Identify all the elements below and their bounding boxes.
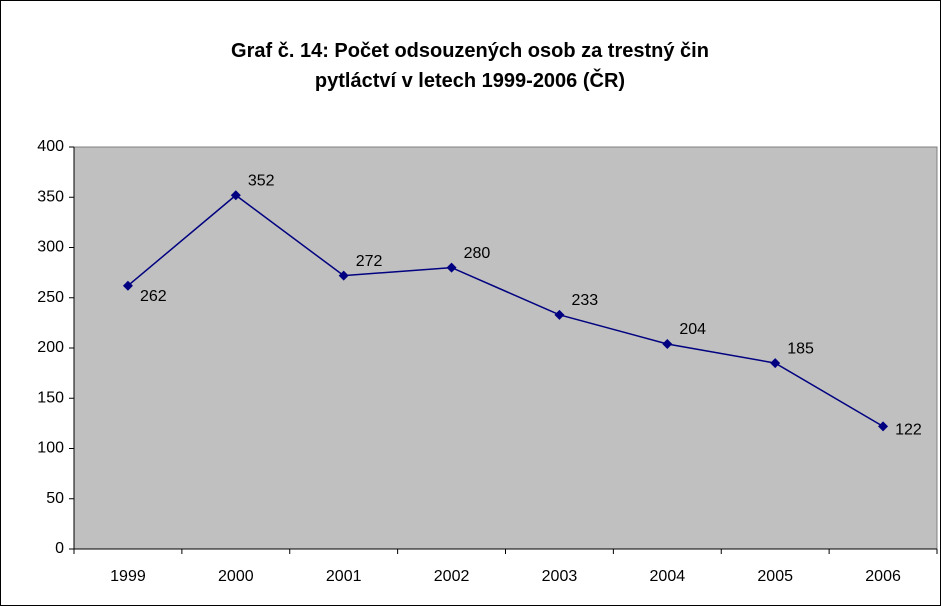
y-tick-label: 250 — [37, 289, 64, 306]
data-label: 122 — [895, 422, 922, 439]
data-point — [770, 358, 781, 369]
y-tick-label: 100 — [37, 440, 64, 457]
y-tick-label: 400 — [37, 138, 64, 155]
x-tick-label: 2003 — [542, 568, 578, 585]
y-tick-label: 0 — [55, 540, 64, 557]
data-line — [127, 194, 884, 428]
data-label: 272 — [356, 253, 383, 270]
plot-area — [73, 146, 938, 550]
y-tick-label: 50 — [46, 490, 64, 507]
x-tick-label: 2000 — [218, 568, 254, 585]
data-point — [878, 421, 889, 432]
data-label: 352 — [248, 172, 275, 189]
x-tick-label: 2006 — [865, 568, 901, 585]
x-tick-label: 1999 — [110, 568, 146, 585]
y-tick-label: 350 — [37, 188, 64, 205]
data-point — [446, 262, 457, 273]
chart-title: Graf č. 14: Počet odsouzených osob za tr… — [231, 40, 709, 92]
data-point — [554, 309, 565, 320]
data-label: 233 — [571, 292, 598, 309]
data-point — [662, 338, 673, 349]
x-tick-label: 2001 — [326, 568, 362, 585]
data-label: 204 — [679, 321, 706, 338]
data-point — [338, 270, 349, 281]
data-point — [230, 190, 241, 201]
y-tick-label: 300 — [37, 239, 64, 256]
x-tick-label: 2005 — [757, 568, 793, 585]
data-point — [122, 280, 133, 291]
x-tick-label: 2004 — [650, 568, 686, 585]
data-label: 262 — [140, 288, 167, 305]
data-label: 280 — [464, 245, 491, 262]
x-tick-label: 2002 — [434, 568, 470, 585]
data-label: 185 — [787, 340, 814, 357]
y-tick-label: 150 — [37, 389, 64, 406]
y-tick-label: 200 — [37, 339, 64, 356]
